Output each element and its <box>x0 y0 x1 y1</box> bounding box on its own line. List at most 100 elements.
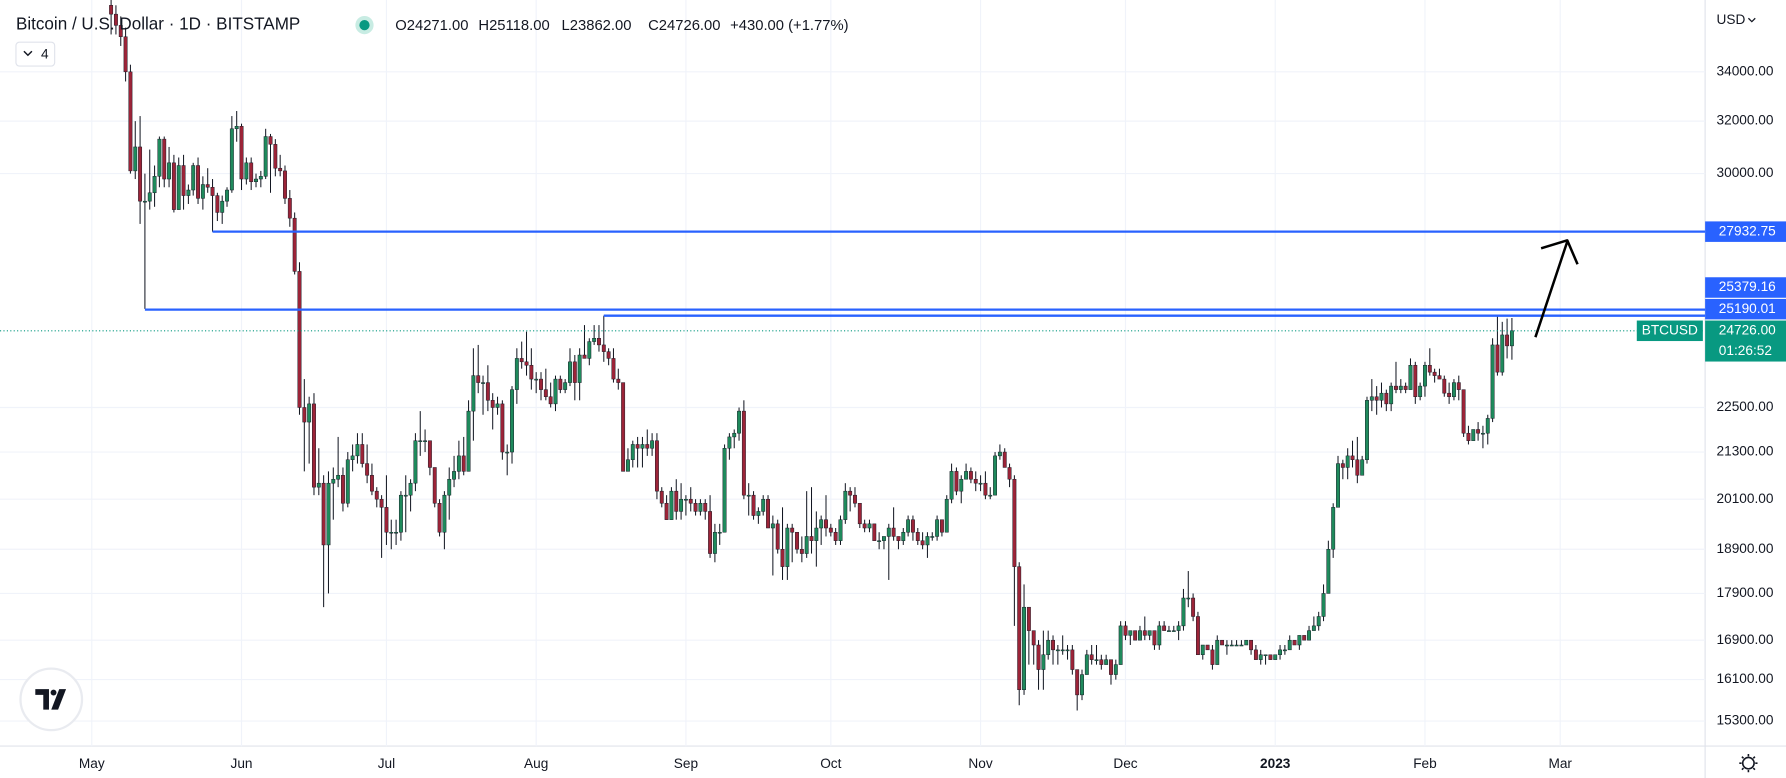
candle-body <box>1171 630 1176 632</box>
candle-body <box>543 389 548 397</box>
candle-body <box>539 378 543 390</box>
y-tick-label: 18900.00 <box>1717 541 1774 556</box>
candle-body <box>297 271 302 408</box>
candle-body <box>1109 659 1113 675</box>
candle-body <box>683 498 688 501</box>
candle-body <box>1002 451 1007 468</box>
candle-body <box>717 531 722 534</box>
candle-body <box>200 184 205 199</box>
candle-body <box>597 338 601 346</box>
candle-body <box>442 494 447 533</box>
candle-body <box>1055 649 1060 652</box>
candle-body <box>1041 654 1046 670</box>
candle-body <box>408 482 413 496</box>
candle-body <box>882 536 886 541</box>
candle-body <box>273 144 278 169</box>
candle-body <box>1432 371 1437 376</box>
candle-body <box>1215 639 1220 665</box>
candle-body <box>1452 382 1456 397</box>
candle-body <box>568 361 572 383</box>
chevron-icon <box>23 50 33 57</box>
candle-body <box>1374 396 1379 401</box>
candle-body <box>983 482 988 496</box>
candle-body <box>1181 597 1186 627</box>
candle-body <box>1234 644 1239 647</box>
candle-body <box>524 361 529 366</box>
candle-body <box>1200 644 1205 655</box>
candle-body <box>1152 630 1157 646</box>
candle-body <box>162 138 167 180</box>
candle-body <box>186 189 191 196</box>
candle-body <box>708 511 713 554</box>
candle-body <box>1331 507 1336 550</box>
candle-body <box>611 358 616 380</box>
x-tick-label: Feb <box>1413 756 1437 771</box>
candle-body <box>1418 385 1423 397</box>
candle-body <box>302 407 307 423</box>
candle-body <box>1210 649 1215 665</box>
candle-body <box>650 440 655 449</box>
logo-badge[interactable] <box>19 667 84 732</box>
candle-body <box>1239 644 1244 647</box>
candle-body <box>751 494 756 516</box>
candle-body <box>1398 385 1403 390</box>
candle-body <box>896 536 901 541</box>
candle-body <box>872 523 877 541</box>
candle-body <box>147 192 152 202</box>
candle-body <box>1355 459 1360 476</box>
candle-body <box>853 494 857 504</box>
candle-body <box>1012 478 1017 567</box>
candle-body <box>1036 644 1041 670</box>
ohlc-close: C24726.00 <box>648 18 720 34</box>
countdown: 01:26:52 <box>1719 343 1772 358</box>
candle-body <box>278 167 283 172</box>
candle-body <box>481 382 485 384</box>
candle-body <box>244 162 249 180</box>
candle-body <box>123 36 128 73</box>
candle-body <box>828 527 833 533</box>
candle-body <box>1278 649 1282 655</box>
candle-body <box>606 351 611 359</box>
candle-body <box>640 444 645 449</box>
candle-body <box>205 184 210 188</box>
candle-body <box>418 440 423 442</box>
candle-body <box>312 403 316 488</box>
candle-body <box>988 494 993 497</box>
indicators-toggle[interactable] <box>15 41 56 67</box>
symbol-box <box>1636 320 1703 342</box>
candle-body <box>1167 630 1171 632</box>
logo-mark <box>35 689 49 710</box>
candle-body <box>756 511 761 516</box>
candle-body <box>635 444 640 449</box>
candle-body <box>1263 654 1268 656</box>
candle-body <box>1287 639 1292 651</box>
candle-body <box>1389 385 1394 405</box>
candle-body <box>1070 649 1075 670</box>
level-label-box <box>1705 277 1786 298</box>
candle-body <box>225 189 229 202</box>
candle-body <box>1437 375 1442 380</box>
candle-body <box>553 378 558 405</box>
candle-body <box>935 519 940 537</box>
candle-body <box>1509 330 1514 347</box>
candle-body <box>954 471 959 492</box>
candle-body <box>563 382 568 390</box>
currency[interactable]: USD <box>1717 12 1746 27</box>
candle-body <box>737 410 741 434</box>
candle-body <box>621 382 626 472</box>
candle-body <box>698 503 703 512</box>
candle-body <box>1340 463 1345 468</box>
candle-body <box>968 471 973 480</box>
candle-body <box>1258 654 1263 660</box>
candle-body <box>471 375 476 412</box>
candle-body <box>592 338 597 342</box>
candle-body <box>1249 639 1254 651</box>
candle-body <box>824 519 828 529</box>
candle-body <box>997 451 1002 457</box>
candle-body <box>374 490 379 500</box>
settings-icon[interactable] <box>1741 756 1755 770</box>
candle-body <box>1456 382 1461 390</box>
candle-body <box>1413 365 1418 397</box>
